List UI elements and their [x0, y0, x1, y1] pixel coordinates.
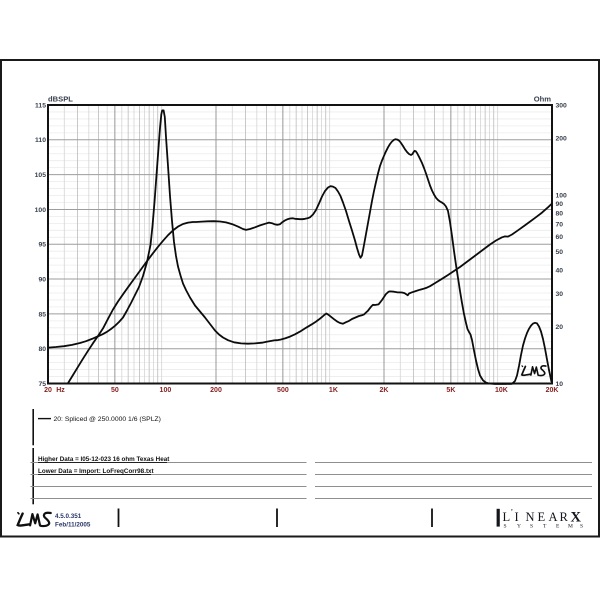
svg-text:4.5.0.351: 4.5.0.351: [55, 513, 82, 520]
svg-text:5K: 5K: [446, 387, 455, 394]
svg-text:200: 200: [210, 387, 222, 394]
svg-text:300: 300: [556, 102, 568, 109]
svg-text:30: 30: [556, 291, 564, 298]
svg-text:500: 500: [277, 387, 289, 394]
svg-text:90: 90: [38, 277, 46, 284]
svg-text:S: S: [504, 524, 507, 530]
svg-text:S: S: [580, 524, 583, 530]
svg-text:Feb/11/2005: Feb/11/2005: [55, 522, 91, 529]
svg-text:200: 200: [556, 136, 568, 143]
svg-text:Hz: Hz: [56, 387, 65, 394]
svg-text:M: M: [568, 524, 573, 530]
svg-text:E: E: [538, 510, 546, 524]
svg-text:100: 100: [160, 387, 172, 394]
svg-text:10K: 10K: [495, 387, 508, 394]
svg-text:40: 40: [556, 267, 564, 274]
svg-text:20: Spliced @ 250.0000 1/6 (SP: 20: Spliced @ 250.0000 1/6 (SPLZ): [54, 416, 161, 423]
svg-text:20K: 20K: [546, 387, 559, 394]
svg-text:60: 60: [556, 234, 564, 241]
svg-text:80: 80: [38, 346, 46, 353]
svg-text:80: 80: [556, 211, 564, 218]
svg-text:dBSPL: dBSPL: [48, 95, 73, 104]
svg-text:2K: 2K: [380, 387, 389, 394]
svg-text:115: 115: [35, 102, 46, 109]
svg-text:R: R: [560, 510, 569, 524]
svg-text:20: 20: [556, 324, 564, 331]
svg-text:70: 70: [556, 222, 564, 229]
svg-text:100: 100: [35, 207, 47, 214]
svg-text:100: 100: [556, 192, 568, 199]
svg-text:105: 105: [35, 172, 47, 179]
svg-text:I: I: [515, 510, 519, 524]
svg-text:L: L: [503, 510, 511, 524]
svg-text:S: S: [530, 524, 533, 530]
svg-text:’: ’: [511, 508, 514, 517]
svg-text:Ohm: Ohm: [534, 95, 552, 104]
svg-text:E: E: [556, 524, 560, 530]
svg-text:Higher Data = I05-12-023 16 oh: Higher Data = I05-12-023 16 ohm Texas He…: [38, 456, 170, 463]
svg-text:T: T: [543, 524, 547, 530]
svg-text:Lower Data = Import: LoFreqCo: Lower Data = Import: LoFreqCorr98.txt: [38, 468, 155, 475]
svg-text:95: 95: [38, 242, 46, 249]
svg-text:90: 90: [556, 201, 564, 208]
svg-text:X: X: [571, 510, 582, 526]
svg-text:Y: Y: [517, 524, 521, 530]
svg-text:10: 10: [556, 381, 564, 388]
svg-text:75: 75: [38, 381, 46, 388]
svg-text:1K: 1K: [329, 387, 338, 394]
svg-text:N: N: [526, 510, 535, 524]
svg-text:50: 50: [111, 387, 119, 394]
svg-text:85: 85: [38, 311, 46, 318]
svg-text:50: 50: [556, 249, 564, 256]
svg-text:20: 20: [44, 387, 52, 394]
svg-text:A: A: [549, 510, 558, 524]
svg-text:110: 110: [35, 137, 46, 144]
